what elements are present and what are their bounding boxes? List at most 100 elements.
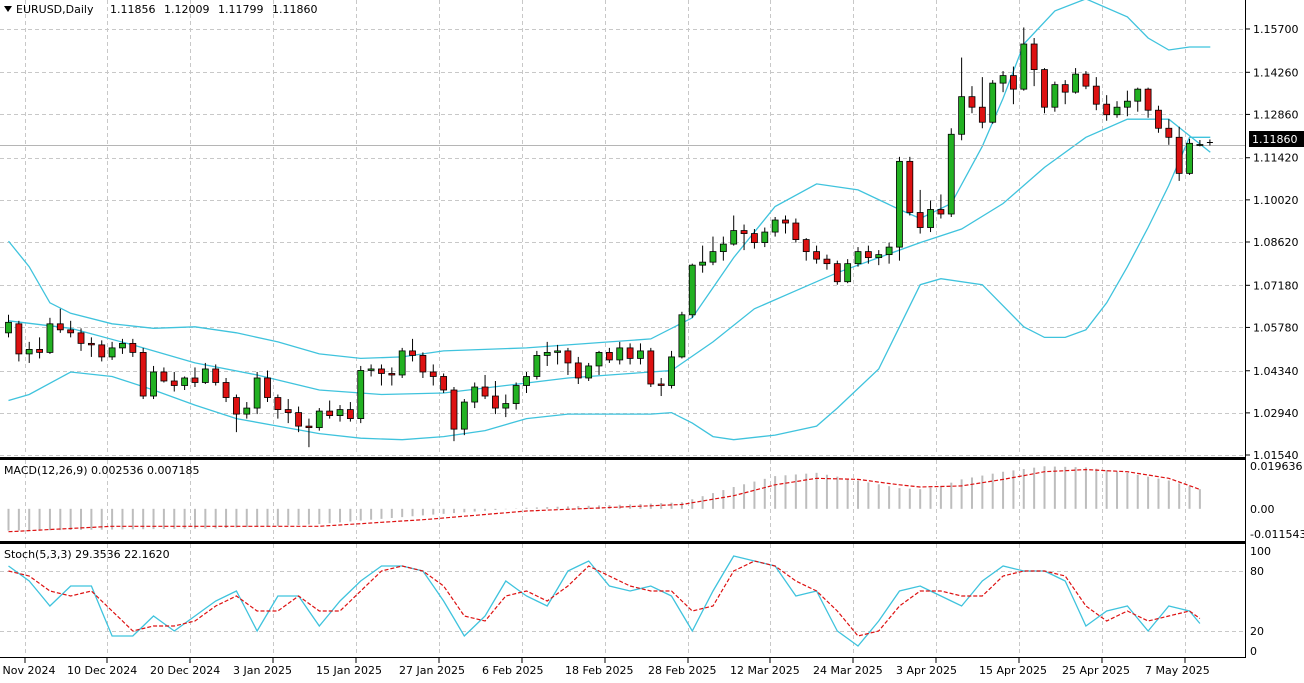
candle bbox=[233, 394, 240, 433]
candle bbox=[875, 250, 883, 266]
candle-body bbox=[906, 160, 914, 213]
candle-body bbox=[1061, 84, 1069, 93]
macd-signal-line bbox=[8, 468, 1201, 533]
candle-body bbox=[947, 133, 955, 215]
candle-body bbox=[937, 209, 945, 215]
stoch-label: Stoch(5,3,3) 29.3536 22.1620 bbox=[4, 548, 170, 561]
candle bbox=[999, 71, 1007, 93]
candle bbox=[46, 317, 54, 354]
candle bbox=[1103, 95, 1111, 121]
candle bbox=[181, 376, 189, 391]
candle-body bbox=[419, 355, 427, 373]
candle-body bbox=[170, 380, 178, 386]
candle-body bbox=[864, 251, 872, 259]
candle-body bbox=[999, 75, 1007, 84]
candle bbox=[429, 364, 437, 386]
macd-label: MACD(12,26,9) 0.002536 0.007185 bbox=[4, 464, 200, 477]
candle bbox=[1196, 140, 1204, 147]
candle-body bbox=[36, 348, 43, 353]
stoch-tick-label: 80 bbox=[1250, 565, 1264, 578]
pane-separator-macd[interactable] bbox=[0, 457, 1246, 460]
candle bbox=[274, 394, 282, 419]
current-price-tag bbox=[1249, 131, 1304, 147]
candle-body bbox=[792, 222, 800, 240]
price-axis: 1.15700 1.14260 1.12860 1.11420 1.10020 1.086… bbox=[1245, 23, 1304, 658]
candle bbox=[119, 338, 126, 354]
candle bbox=[740, 224, 748, 251]
candle-body bbox=[460, 401, 468, 430]
candle-body bbox=[243, 407, 251, 415]
candle-body bbox=[46, 323, 54, 353]
candle-body bbox=[1134, 88, 1142, 102]
candle bbox=[916, 189, 924, 234]
price-tick-label: 1.08620 bbox=[1253, 236, 1299, 249]
candle bbox=[1165, 119, 1173, 145]
candle bbox=[98, 340, 106, 362]
candle-body bbox=[25, 348, 33, 355]
candle-body bbox=[854, 251, 862, 265]
candle bbox=[1020, 27, 1028, 91]
candle bbox=[253, 371, 261, 415]
time-tick-label: 18 Feb 2025 bbox=[565, 664, 633, 677]
candle-body bbox=[326, 410, 334, 416]
time-axis-line bbox=[0, 657, 1246, 658]
candle-body bbox=[1103, 103, 1111, 116]
candle bbox=[36, 337, 43, 359]
ohlc-close: 1.11860 bbox=[272, 3, 318, 16]
candle bbox=[968, 86, 976, 114]
candle bbox=[357, 365, 365, 424]
candle-body bbox=[823, 258, 831, 265]
candle-body bbox=[533, 355, 541, 377]
stoch-main-line bbox=[8, 555, 1201, 647]
candle-body bbox=[1082, 73, 1090, 87]
candle-body bbox=[181, 377, 189, 386]
candle bbox=[450, 387, 458, 442]
candle bbox=[5, 314, 12, 338]
candle-body bbox=[1155, 109, 1162, 129]
candle bbox=[284, 399, 292, 424]
candle-body bbox=[212, 368, 220, 383]
candle-body bbox=[574, 362, 582, 379]
time-tick-label: 28 Nov 2024 bbox=[0, 664, 55, 677]
candle-body bbox=[626, 347, 634, 359]
candle-body bbox=[222, 382, 230, 398]
candle bbox=[864, 245, 872, 264]
candle-body bbox=[502, 403, 510, 409]
candle-body bbox=[709, 251, 717, 263]
candle-body bbox=[233, 397, 240, 415]
candle-body bbox=[1092, 85, 1100, 105]
current-price-tag-label: 1.11860 bbox=[1252, 133, 1298, 146]
candle-body bbox=[958, 96, 966, 135]
candle bbox=[1061, 80, 1069, 105]
candle-body bbox=[782, 219, 789, 224]
candle bbox=[87, 337, 95, 357]
candle bbox=[554, 344, 561, 365]
candle bbox=[440, 373, 448, 394]
price-tick-label: 1.15700 bbox=[1253, 23, 1299, 36]
candle bbox=[854, 247, 862, 267]
candle bbox=[1010, 66, 1017, 105]
candle bbox=[388, 367, 396, 386]
candle-body bbox=[440, 376, 448, 391]
candle bbox=[906, 156, 914, 216]
candle-body bbox=[668, 356, 675, 386]
candle-body bbox=[512, 385, 520, 404]
candle bbox=[605, 347, 613, 363]
candle bbox=[502, 394, 510, 418]
candle-body bbox=[1051, 84, 1059, 108]
candle-body bbox=[968, 96, 976, 108]
time-axis: 28 Nov 2024 10 Dec 2024 20 Dec 2024 3 Jan 2… bbox=[0, 658, 1210, 677]
candle-body bbox=[1113, 106, 1121, 116]
time-tick-label: 3 Jan 2025 bbox=[233, 664, 292, 677]
chart-menu-triangle-icon[interactable] bbox=[4, 6, 12, 12]
pane-separator-stoch[interactable] bbox=[0, 541, 1246, 544]
candle-body bbox=[160, 371, 168, 382]
candle bbox=[419, 352, 427, 378]
stoch-tick-label: 20 bbox=[1250, 625, 1264, 638]
candle-body bbox=[771, 219, 779, 233]
candle bbox=[139, 347, 147, 400]
price-tick-label: 1.14260 bbox=[1253, 66, 1299, 79]
macd-tick-label: -0.011543 bbox=[1250, 528, 1304, 541]
candle-body bbox=[98, 344, 106, 358]
